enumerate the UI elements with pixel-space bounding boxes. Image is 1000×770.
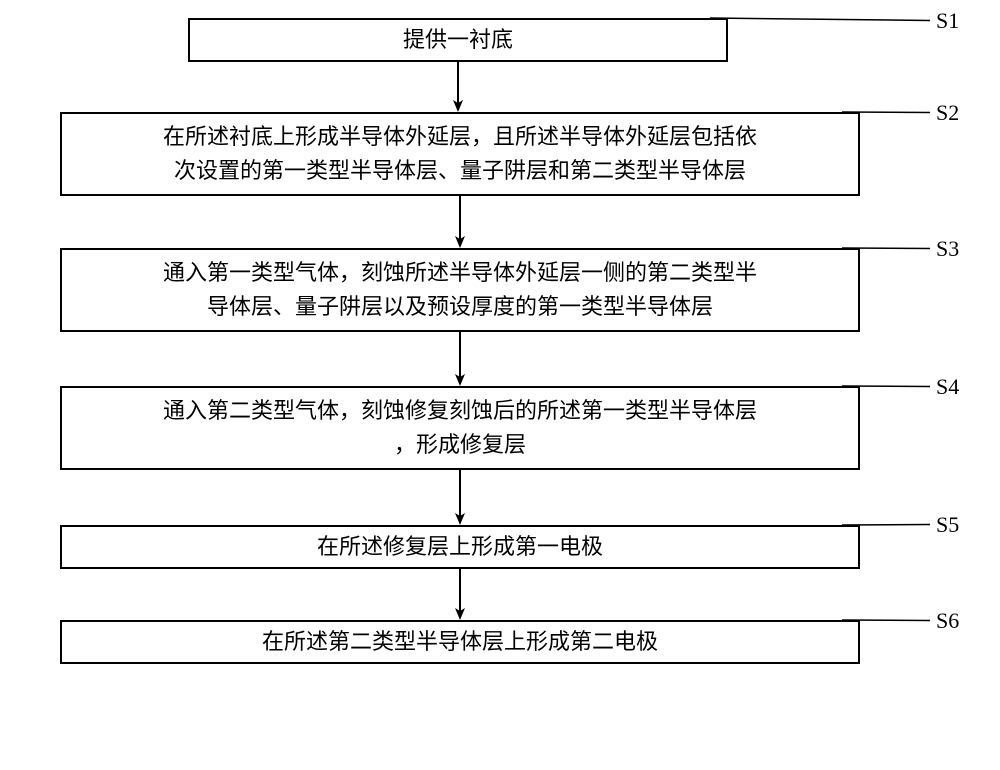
leader-line-1	[710, 18, 930, 21]
flow-step-5: 在所述修复层上形成第一电极	[60, 525, 860, 569]
flow-step-text-6: 在所述第二类型半导体层上形成第二电极	[262, 625, 658, 659]
flow-step-4: 通入第二类型气体，刻蚀修复刻蚀后的所述第一类型半导体层 ，形成修复层	[60, 386, 860, 470]
flow-step-text-5: 在所述修复层上形成第一电极	[317, 530, 603, 564]
flowchart-canvas: 提供一衬底在所述衬底上形成半导体外延层，且所述半导体外延层包括依 次设置的第一类…	[0, 0, 1000, 770]
step-label-3: S3	[936, 236, 959, 262]
step-label-2: S2	[936, 100, 959, 126]
flow-step-3: 通入第一类型气体，刻蚀所述半导体外延层一侧的第二类型半 导体层、量子阱层以及预设…	[60, 248, 860, 332]
flow-step-6: 在所述第二类型半导体层上形成第二电极	[60, 620, 860, 664]
flow-step-text-4: 通入第二类型气体，刻蚀修复刻蚀后的所述第一类型半导体层 ，形成修复层	[163, 394, 757, 462]
flow-step-1: 提供一衬底	[188, 18, 728, 62]
flow-step-text-2: 在所述衬底上形成半导体外延层，且所述半导体外延层包括依 次设置的第一类型半导体层…	[163, 120, 757, 188]
flow-step-text-3: 通入第一类型气体，刻蚀所述半导体外延层一侧的第二类型半 导体层、量子阱层以及预设…	[163, 256, 757, 324]
flow-step-text-1: 提供一衬底	[403, 23, 513, 57]
step-label-5: S5	[936, 512, 959, 538]
step-label-4: S4	[936, 374, 959, 400]
step-label-1: S1	[936, 8, 959, 34]
flow-step-2: 在所述衬底上形成半导体外延层，且所述半导体外延层包括依 次设置的第一类型半导体层…	[60, 112, 860, 196]
step-label-6: S6	[936, 608, 959, 634]
